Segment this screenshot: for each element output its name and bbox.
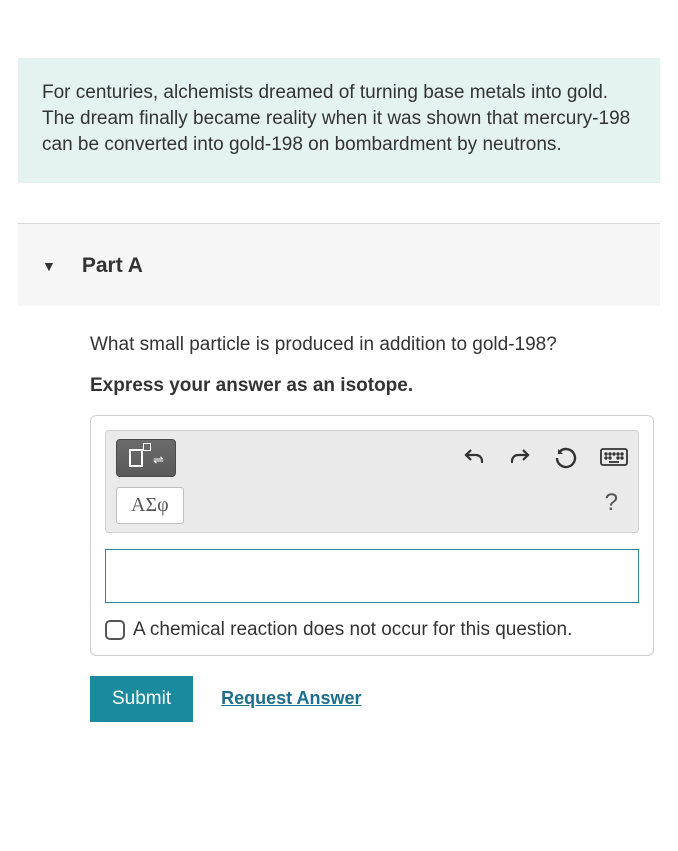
keyboard-icon[interactable] bbox=[600, 448, 628, 468]
equation-toolbar: ⇌ bbox=[105, 430, 639, 533]
toolbar-help-button[interactable]: ? bbox=[595, 487, 628, 524]
no-reaction-label: A chemical reaction does not occur for t… bbox=[133, 617, 572, 643]
part-header[interactable]: ▼ Part A bbox=[18, 223, 660, 306]
no-reaction-checkbox[interactable] bbox=[105, 620, 125, 640]
answer-panel: ⇌ bbox=[90, 415, 654, 656]
part-label: Part A bbox=[82, 254, 143, 278]
request-answer-link[interactable]: Request Answer bbox=[221, 688, 361, 709]
no-reaction-row: A chemical reaction does not occur for t… bbox=[105, 617, 639, 643]
collapse-caret-icon[interactable]: ▼ bbox=[42, 258, 56, 274]
action-row: Submit Request Answer bbox=[90, 676, 654, 722]
question-text: What small particle is produced in addit… bbox=[90, 332, 654, 358]
instruction-text: Express your answer as an isotope. bbox=[90, 375, 654, 397]
redo-icon[interactable] bbox=[508, 446, 532, 470]
isotope-template-button[interactable]: ⇌ bbox=[116, 439, 176, 477]
submit-button[interactable]: Submit bbox=[90, 676, 193, 722]
answer-input[interactable] bbox=[105, 549, 639, 603]
undo-icon[interactable] bbox=[462, 446, 486, 470]
problem-intro: For centuries, alchemists dreamed of tur… bbox=[18, 58, 660, 183]
reset-icon[interactable] bbox=[554, 446, 578, 470]
greek-symbols-button[interactable]: ΑΣφ bbox=[116, 487, 184, 524]
question-body: What small particle is produced in addit… bbox=[18, 332, 660, 722]
